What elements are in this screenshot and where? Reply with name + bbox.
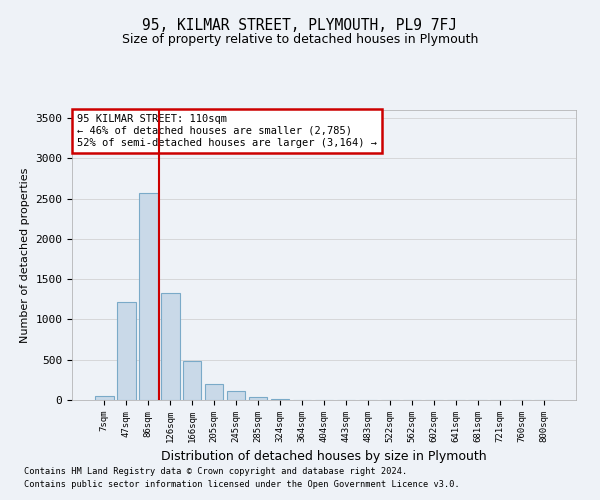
Y-axis label: Number of detached properties: Number of detached properties: [20, 168, 30, 342]
Text: 95 KILMAR STREET: 110sqm
← 46% of detached houses are smaller (2,785)
52% of sem: 95 KILMAR STREET: 110sqm ← 46% of detach…: [77, 114, 377, 148]
Text: Contains public sector information licensed under the Open Government Licence v3: Contains public sector information licen…: [24, 480, 460, 489]
Bar: [227, 391, 245, 400]
Bar: [117, 302, 136, 400]
Bar: [249, 397, 268, 400]
Bar: [95, 396, 113, 400]
Text: 95, KILMAR STREET, PLYMOUTH, PL9 7FJ: 95, KILMAR STREET, PLYMOUTH, PL9 7FJ: [143, 18, 458, 32]
Bar: [205, 384, 223, 400]
Bar: [161, 293, 179, 400]
Bar: [271, 399, 289, 400]
X-axis label: Distribution of detached houses by size in Plymouth: Distribution of detached houses by size …: [161, 450, 487, 464]
Text: Contains HM Land Registry data © Crown copyright and database right 2024.: Contains HM Land Registry data © Crown c…: [24, 467, 407, 476]
Bar: [183, 360, 202, 400]
Bar: [139, 193, 158, 400]
Text: Size of property relative to detached houses in Plymouth: Size of property relative to detached ho…: [122, 32, 478, 46]
